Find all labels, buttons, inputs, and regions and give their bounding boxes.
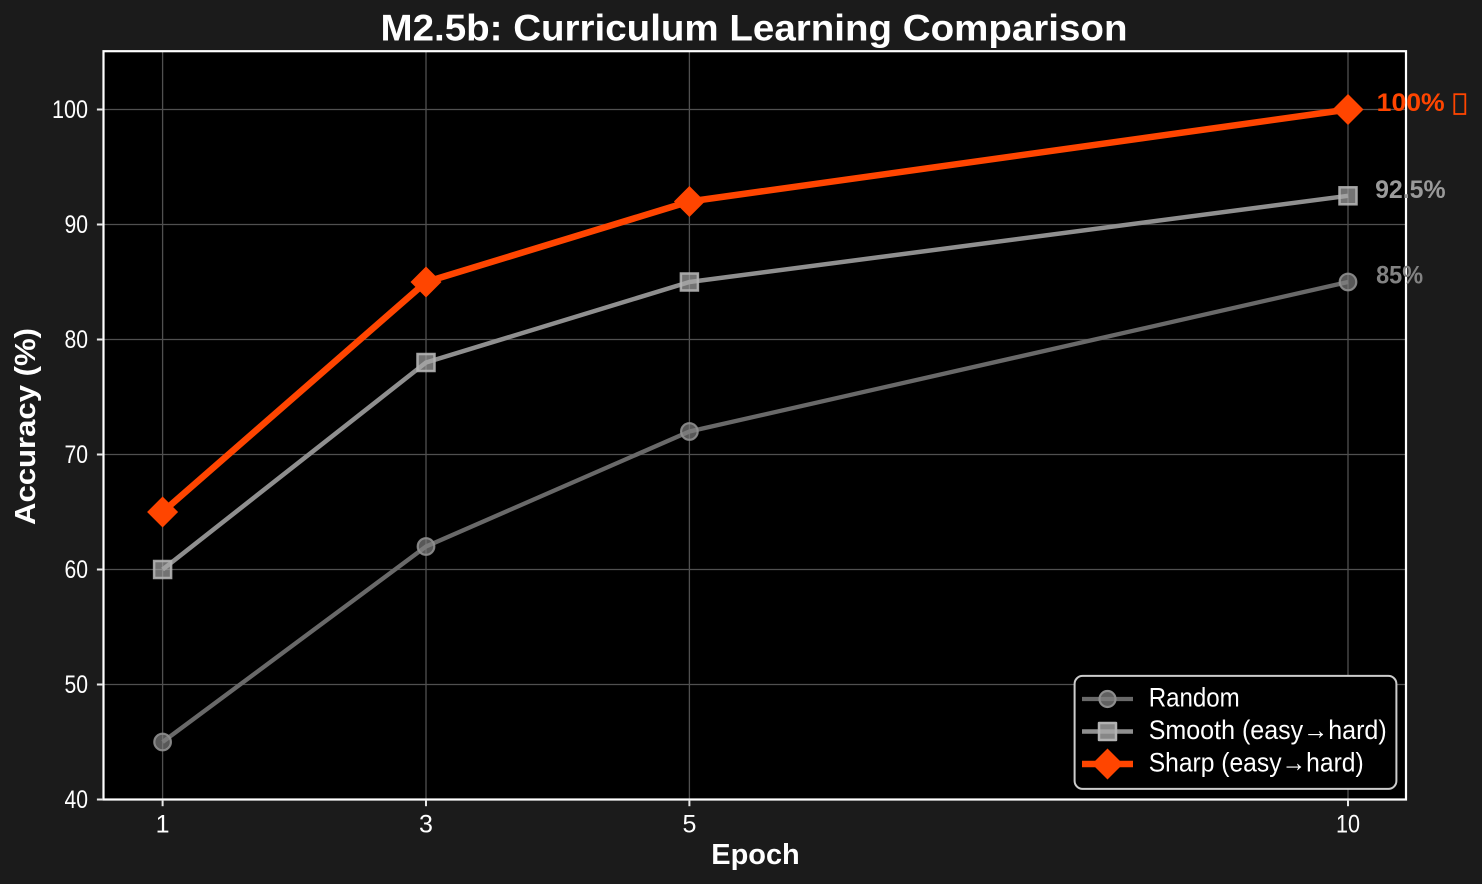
- svg-text:Sharp (easy→hard): Sharp (easy→hard): [1149, 748, 1364, 778]
- svg-text:3: 3: [419, 811, 433, 839]
- svg-text:Accuracy (%): Accuracy (%): [10, 328, 42, 525]
- svg-text:85%: 85%: [1376, 262, 1423, 290]
- svg-text:Smooth (easy→hard): Smooth (easy→hard): [1149, 715, 1387, 745]
- svg-text:5: 5: [682, 811, 696, 839]
- svg-text:100%: 100%: [1377, 89, 1445, 117]
- svg-text:70: 70: [65, 441, 89, 469]
- svg-text:M2.5b: Curriculum Learning Com: M2.5b: Curriculum Learning Comparison: [381, 8, 1128, 49]
- svg-text:80: 80: [65, 326, 89, 354]
- svg-text:50: 50: [65, 671, 89, 699]
- svg-text:92.5%: 92.5%: [1375, 176, 1446, 204]
- svg-text:1: 1: [156, 811, 170, 839]
- svg-text:100: 100: [52, 96, 88, 124]
- svg-text:90: 90: [65, 211, 89, 239]
- svg-text:40: 40: [65, 786, 89, 814]
- svg-text:10: 10: [1336, 811, 1360, 839]
- svg-text:60: 60: [65, 556, 89, 584]
- svg-text:Epoch: Epoch: [711, 839, 800, 871]
- svg-text:Random: Random: [1149, 683, 1240, 713]
